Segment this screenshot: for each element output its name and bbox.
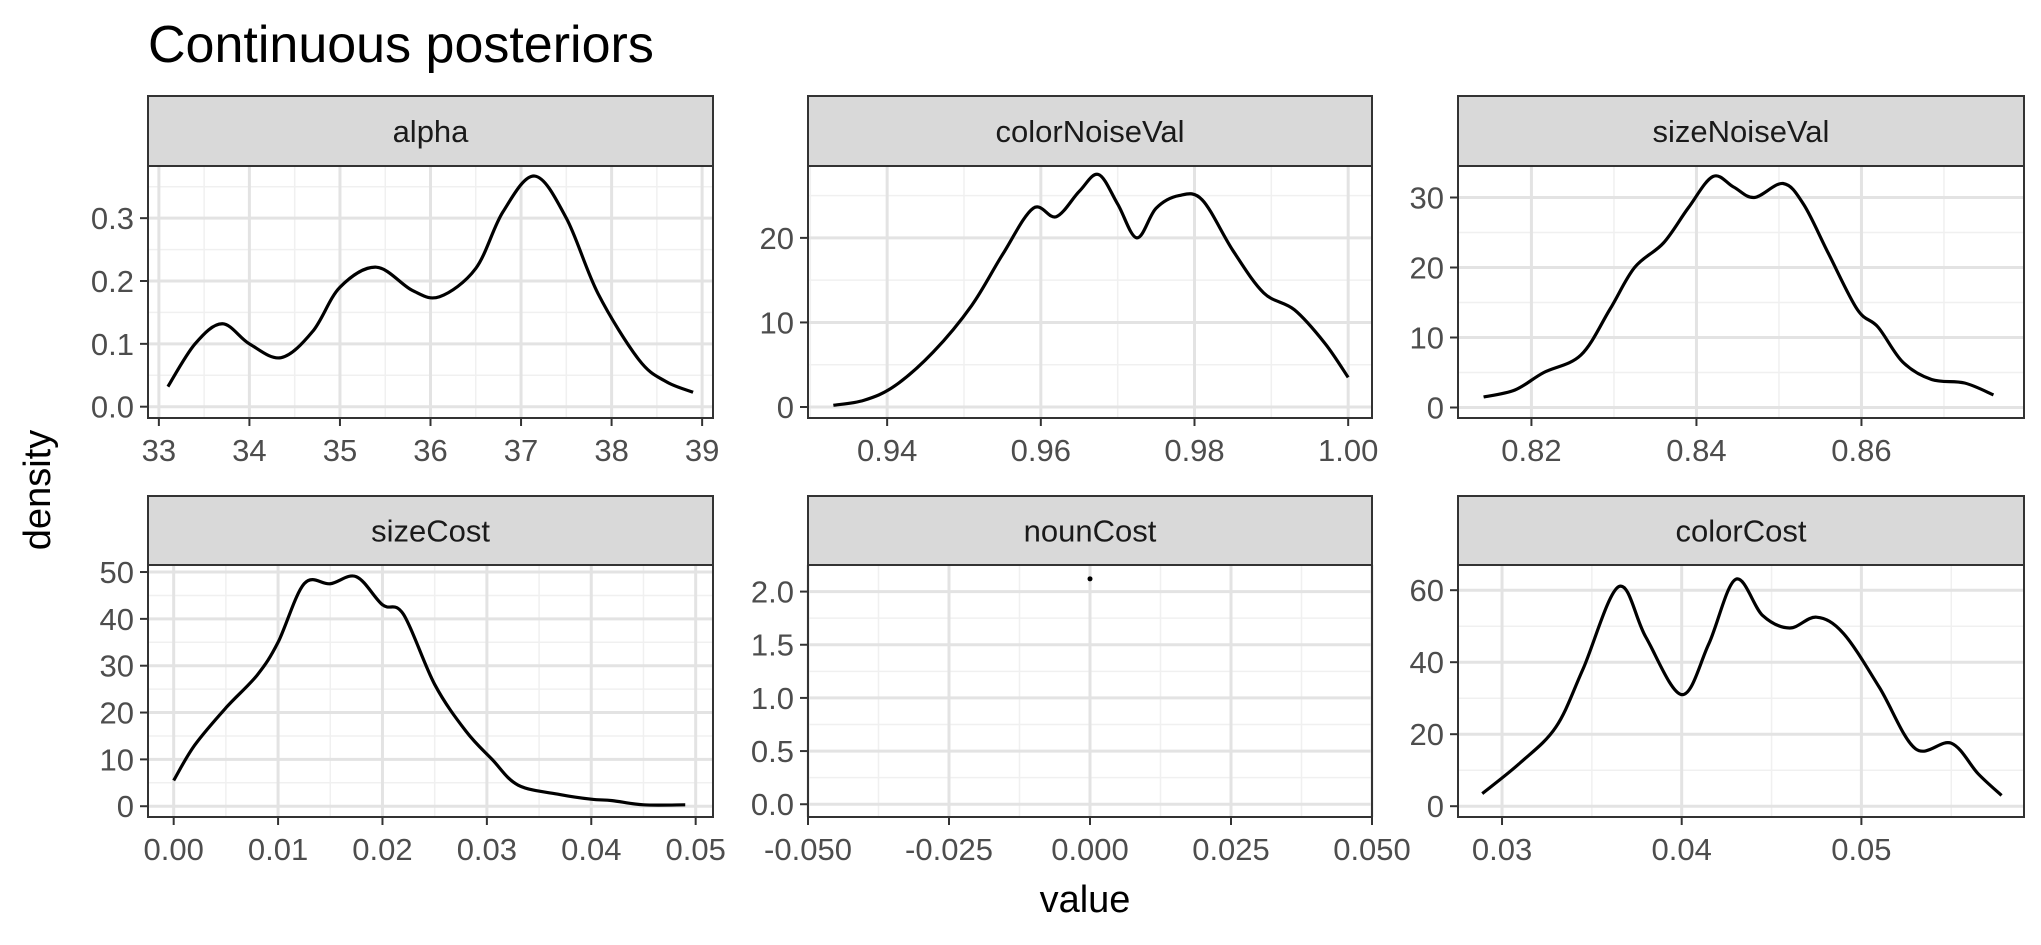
x-tick-label: 0.02 — [352, 832, 412, 867]
y-tick-label: 0 — [777, 390, 794, 425]
x-tick-label: 0.05 — [665, 832, 725, 867]
panel-background — [1458, 166, 2024, 418]
strip-background — [1457, 95, 2025, 167]
panel-background — [1458, 565, 2024, 817]
x-tick-label: 36 — [413, 433, 447, 468]
x-tick-label: 33 — [142, 433, 176, 468]
y-tick-label: 10 — [1410, 321, 1444, 356]
strip-label-sizeCost: sizeCost — [371, 514, 490, 549]
panel-colorCost: colorCost 0.03 0.04 0.05 0 20 40 60 — [1410, 495, 2025, 867]
strip-background — [147, 495, 714, 566]
y-tick-label: 40 — [1410, 645, 1444, 680]
x-tick-label: 34 — [232, 433, 266, 468]
x-tick-label: 0.04 — [1652, 832, 1712, 867]
strip-label-nounCost: nounCost — [1024, 514, 1157, 549]
strip-background — [1457, 495, 2025, 566]
x-tick-label: 0.050 — [1333, 832, 1411, 867]
density-line-colorCost — [1481, 577, 2003, 797]
strip-background — [147, 95, 714, 167]
y-tick-label: 1.5 — [751, 628, 794, 663]
x-tick-label: -0.025 — [905, 832, 993, 867]
panels-layer: alpha 33 34 35 36 37 38 39 0.0 0.1 0.2 0.3 colorNois… — [91, 95, 2025, 867]
x-tick-label: 0.03 — [457, 832, 517, 867]
density-point — [1087, 576, 1093, 582]
y-tick-label: 10 — [760, 305, 794, 340]
strip-label-colorCost: colorCost — [1676, 514, 1807, 549]
panel-background — [148, 565, 713, 817]
y-tick-label: 0 — [1427, 391, 1444, 426]
y-tick-label: 0.5 — [751, 734, 794, 769]
x-tick-label: 0.96 — [1011, 433, 1071, 468]
y-tick-label: 0.1 — [91, 327, 134, 362]
x-tick-label: 0.82 — [1501, 433, 1561, 468]
density-line-sizeNoiseVal — [1483, 174, 1995, 399]
x-tick-label: -0.050 — [764, 832, 852, 867]
panel-sizeCost: sizeCost 0.00 0.01 0.02 0.03 0.04 0.05 0 10 20 30 4… — [100, 495, 726, 867]
strip-background — [807, 95, 1373, 167]
y-tick-label: 1.0 — [751, 681, 794, 716]
x-tick-label: 0.04 — [561, 832, 621, 867]
y-tick-label: 0.3 — [91, 201, 134, 236]
x-tick-label: 0.05 — [1831, 832, 1891, 867]
x-tick-label: 38 — [594, 433, 628, 468]
y-tick-label: 20 — [1410, 251, 1444, 286]
y-tick-label: 10 — [100, 742, 134, 777]
y-tick-label: 2.0 — [751, 575, 794, 610]
y-tick-label: 30 — [100, 649, 134, 684]
x-tick-label: 0.025 — [1192, 832, 1270, 867]
x-tick-label: 0.94 — [857, 433, 917, 468]
y-tick-label: 0.2 — [91, 264, 134, 299]
y-tick-label: 0 — [117, 789, 134, 824]
x-tick-label: 0.86 — [1831, 433, 1891, 468]
y-tick-label: 0 — [1427, 789, 1444, 824]
y-tick-label: 20 — [1410, 717, 1444, 752]
panel-alpha: alpha 33 34 35 36 37 38 39 0.0 0.1 0.2 0.3 — [91, 95, 719, 468]
x-tick-label: 0.000 — [1051, 832, 1129, 867]
panel-background — [808, 166, 1372, 418]
strip-label-colorNoiseVal: colorNoiseVal — [996, 114, 1185, 149]
density-line-colorNoiseVal — [833, 172, 1350, 407]
x-tick-label: 1.00 — [1318, 433, 1378, 468]
x-tick-label: 0.84 — [1666, 433, 1726, 468]
strip-background — [807, 495, 1373, 566]
chart-title: Continuous posteriors — [148, 16, 654, 74]
strip-label-sizeNoiseVal: sizeNoiseVal — [1653, 114, 1830, 149]
panel-sizeNoiseVal: sizeNoiseVal 0.82 0.84 0.86 0 10 20 30 — [1410, 95, 2025, 468]
x-axis-title: value — [1040, 879, 1131, 921]
y-tick-label: 50 — [100, 555, 134, 590]
y-tick-label: 40 — [100, 602, 134, 637]
x-tick-label: 35 — [323, 433, 357, 468]
x-tick-label: 37 — [504, 433, 538, 468]
strip-label-alpha: alpha — [393, 114, 470, 149]
y-tick-label: 20 — [100, 696, 134, 731]
x-tick-label: 0.98 — [1164, 433, 1224, 468]
y-tick-label: 20 — [760, 221, 794, 256]
y-tick-label: 60 — [1410, 573, 1444, 608]
y-tick-label: 0.0 — [751, 787, 794, 822]
x-tick-label: 0.00 — [144, 832, 204, 867]
x-tick-label: 39 — [685, 433, 719, 468]
y-axis-title: density — [17, 430, 59, 550]
y-tick-label: 30 — [1410, 181, 1444, 216]
density-line-sizeCost — [172, 574, 686, 807]
x-tick-label: 0.01 — [248, 832, 308, 867]
panel-colorNoiseVal: colorNoiseVal 0.94 0.96 0.98 1.00 0 10 20 — [760, 95, 1378, 468]
density-line-alpha — [166, 174, 694, 394]
y-tick-label: 0.0 — [91, 390, 134, 425]
x-tick-label: 0.03 — [1472, 832, 1532, 867]
panel-nounCost: nounCost -0.050 -0.025 0.000 0.025 0.050 0.0 0.… — [751, 495, 1411, 867]
